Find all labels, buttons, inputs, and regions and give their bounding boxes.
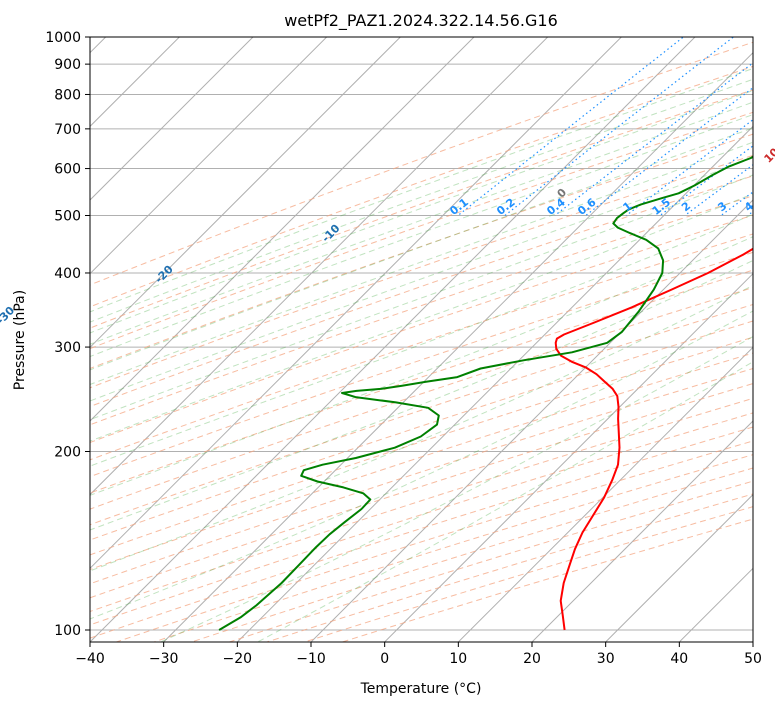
x-tick-label: 30 <box>597 651 615 667</box>
dry-adiabat-label: -10 <box>319 222 342 245</box>
series-layer <box>218 155 753 631</box>
moist-adiabat-line <box>90 310 753 620</box>
chart-title: wetPf2_PAZ1.2024.322.14.56.G16 <box>284 11 558 31</box>
x-tick-label: −20 <box>223 651 253 667</box>
dry-adiabat-line <box>340 518 753 642</box>
isotherm-line <box>604 493 753 642</box>
isotherm-line <box>90 37 696 642</box>
mixing-ratio-label: 2 <box>679 199 693 214</box>
dewpoint-line <box>218 155 753 631</box>
isotherm-line <box>752 641 753 642</box>
x-tick-label: −30 <box>149 651 179 667</box>
isotherm-line <box>90 37 254 201</box>
moist-adiabat-line <box>90 174 753 421</box>
x-axis-label: Temperature (°C) <box>360 681 482 697</box>
y-axis-label: Pressure (hPa) <box>12 290 28 390</box>
moist-adiabat-line <box>90 193 753 442</box>
dry-adiabat-line <box>90 269 753 494</box>
mixing-ratio-label: 1.5 <box>650 196 673 218</box>
mixing-ratio-line <box>585 86 753 216</box>
grid-layer <box>0 13 753 658</box>
isotherm-line <box>236 125 753 642</box>
isotherm-line <box>90 37 623 570</box>
dry-adiabat-line <box>90 303 753 526</box>
moist-adiabat-line <box>90 213 753 467</box>
isotherm-line <box>90 37 402 349</box>
moist-adiabat-line <box>90 141 753 386</box>
y-tick-label: 700 <box>54 122 81 138</box>
plot-frame <box>89 36 754 643</box>
isotherm-line <box>162 51 753 642</box>
dry-adiabat-line <box>90 195 753 426</box>
isotherm-line <box>90 37 328 275</box>
y-tick-label: 900 <box>54 57 81 73</box>
moist-adiabat-line <box>159 336 753 642</box>
mixing-ratio-label: 3 <box>715 199 729 214</box>
axis-layer: −40 −30 −20 −10 0 10 20 30 40 50 1000 900 800 700 600 5… <box>45 30 762 667</box>
moist-adiabat-line <box>90 78 753 323</box>
x-tick-label: 0 <box>380 651 389 667</box>
x-tick-label: 20 <box>523 651 541 667</box>
mixing-ratio-label: 0.1 <box>447 196 470 218</box>
dry-adiabat-line <box>90 352 753 571</box>
mixing-ratio-line <box>554 62 753 216</box>
dry-adiabat-line <box>90 233 753 461</box>
moist-adiabat-line <box>90 284 753 572</box>
moist-adiabat-line <box>256 361 753 642</box>
y-tick-label: 300 <box>54 340 81 356</box>
x-tick-label: 50 <box>744 651 762 667</box>
isotherm-line <box>0 13 57 658</box>
isotherm-line <box>457 346 753 642</box>
moist-adiabat-line <box>90 259 753 531</box>
isotherm-line <box>383 272 753 642</box>
x-tick-label: −10 <box>296 651 326 667</box>
y-tick-label: 800 <box>54 88 81 104</box>
mixing-ratio-label: 1 <box>621 199 635 214</box>
dry-adiabat-line <box>90 175 753 408</box>
dry-adiabat-line <box>90 336 753 556</box>
x-tick-label: 40 <box>670 651 688 667</box>
dry-adiabat-line <box>90 65 753 308</box>
y-tick-label: 600 <box>54 162 81 178</box>
isotherm-line <box>90 37 181 128</box>
y-tick-label: 1000 <box>45 30 81 46</box>
y-tick-label: 100 <box>54 623 81 639</box>
mixing-ratio-line <box>659 145 753 216</box>
x-tick-label: 10 <box>449 651 467 667</box>
isotherm-line <box>531 420 753 642</box>
guide-lines <box>90 37 753 642</box>
isotherm-line <box>90 37 475 422</box>
dry-adiabat-line <box>302 506 753 642</box>
isotherm-line <box>90 37 549 496</box>
x-tick-label: −40 <box>75 651 105 667</box>
dry-adiabat-line <box>90 41 753 286</box>
dry-adiabat-line <box>90 367 753 585</box>
isotherm-line <box>310 199 753 642</box>
dry-adiabat-line <box>90 89 753 329</box>
moist-adiabat-line <box>90 68 753 313</box>
moist-adiabat-line <box>90 236 753 496</box>
mixing-ratio-label: 0.6 <box>575 195 599 217</box>
moist-adiabat-line <box>90 89 753 334</box>
moist-adiabat-label: 10 <box>762 145 775 165</box>
moist-adiabat-line <box>90 114 753 358</box>
temperature-line <box>554 247 753 631</box>
y-tick-label: 400 <box>54 266 81 282</box>
dry-adiabat-line <box>227 480 753 642</box>
dry-adiabat-line <box>90 154 753 389</box>
moist-adiabat-line <box>90 157 753 402</box>
dry-adiabat-label: -20 <box>153 263 176 286</box>
mixing-ratio-line <box>720 191 753 216</box>
moist-adiabat-line <box>90 127 753 371</box>
dry-adiabat-line <box>152 454 753 642</box>
moist-adiabat-line <box>90 101 753 345</box>
y-tick-label: 500 <box>54 209 81 225</box>
mixing-ratio-label: 4 <box>742 199 756 214</box>
mixing-ratio-line <box>684 164 753 216</box>
y-tick-label: 200 <box>54 445 81 461</box>
mixing-ratio-line <box>457 37 685 216</box>
isotherm-line <box>678 567 753 642</box>
